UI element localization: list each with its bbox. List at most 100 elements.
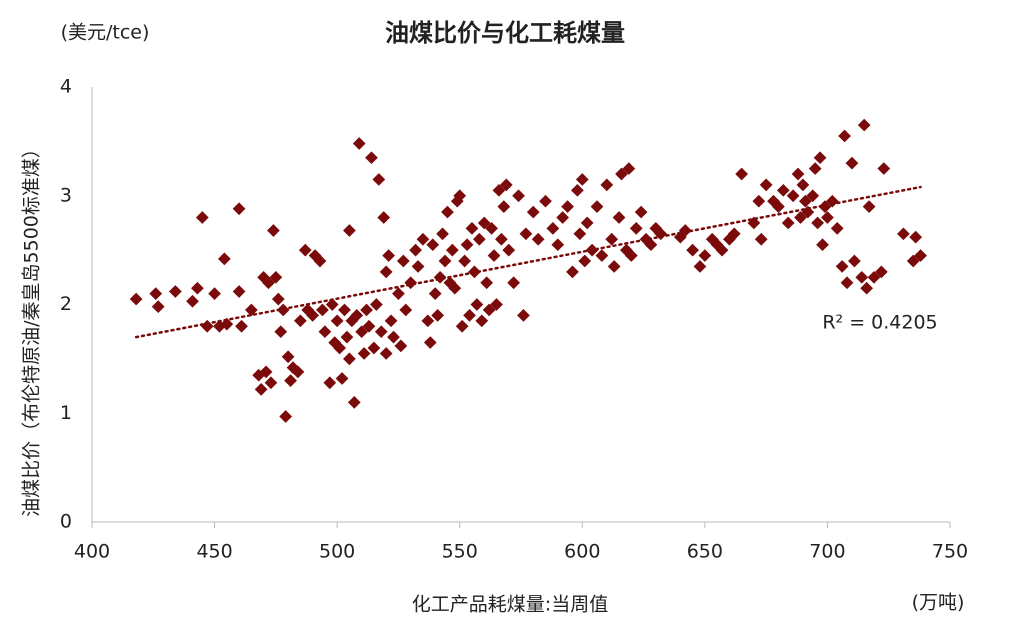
point (294, 314, 307, 328)
point (600, 178, 614, 192)
point (482, 303, 496, 317)
point (436, 227, 449, 241)
point (909, 230, 923, 244)
point (862, 200, 876, 213)
point (605, 232, 619, 246)
point (318, 325, 332, 339)
point (200, 319, 214, 333)
point (686, 243, 699, 257)
point (218, 252, 231, 266)
point (367, 341, 381, 355)
point (379, 347, 393, 360)
point (698, 249, 712, 262)
point (477, 216, 491, 230)
point (232, 202, 246, 216)
point (411, 260, 425, 273)
point (752, 194, 766, 208)
point (759, 178, 773, 192)
point (539, 194, 552, 208)
point (490, 298, 503, 311)
point (244, 303, 258, 317)
point (384, 314, 398, 328)
point (360, 303, 373, 317)
point (396, 254, 410, 268)
point (575, 173, 589, 186)
point (313, 254, 327, 268)
point (284, 374, 297, 387)
point (333, 341, 346, 355)
point (379, 265, 393, 279)
point (463, 309, 476, 322)
r-squared: R² = 0.4205 (822, 312, 937, 334)
point (365, 151, 378, 165)
point (480, 276, 494, 290)
point (377, 211, 391, 224)
point (475, 314, 489, 328)
y-tick-label: 0 (60, 511, 72, 533)
point (343, 352, 356, 366)
x-tick-label: 600 (564, 541, 600, 563)
point (186, 294, 199, 308)
chart-title: 油煤比价与化工耗煤量 (385, 19, 625, 47)
point (754, 232, 768, 246)
point (306, 309, 319, 322)
point (254, 382, 268, 396)
x-tick-label: 750 (932, 541, 968, 563)
x-tick-label: 700 (809, 541, 845, 563)
point (517, 309, 530, 322)
point (612, 211, 626, 224)
point (472, 232, 486, 246)
point (897, 227, 910, 241)
point (502, 243, 516, 257)
point (573, 227, 587, 241)
point (416, 232, 430, 246)
point (325, 298, 339, 311)
y-tick-label: 3 (60, 184, 72, 206)
point (465, 222, 479, 235)
point (259, 365, 273, 379)
point (274, 325, 288, 339)
point (835, 260, 849, 273)
point (352, 137, 366, 150)
point (431, 309, 445, 322)
point (235, 319, 248, 333)
point (370, 298, 383, 311)
point (151, 300, 165, 314)
y-tick-label: 2 (60, 293, 72, 315)
point (262, 276, 275, 290)
point (392, 287, 405, 300)
point (335, 372, 349, 385)
point (830, 222, 844, 235)
point (347, 396, 361, 409)
point (735, 167, 748, 181)
point (298, 243, 312, 257)
trendline (134, 185, 922, 339)
point (816, 238, 829, 252)
point (387, 330, 400, 344)
point (590, 200, 604, 213)
point (338, 303, 351, 317)
point (382, 249, 395, 262)
point (840, 276, 854, 290)
point (372, 173, 386, 186)
point (571, 183, 584, 197)
point (470, 298, 484, 311)
point (191, 281, 204, 295)
point (838, 129, 851, 143)
point (855, 270, 869, 284)
point (394, 339, 408, 353)
point (578, 254, 592, 268)
point (316, 303, 329, 317)
point (485, 222, 498, 235)
y-unit: (美元/tce) (61, 22, 150, 44)
y-tick-label: 4 (60, 76, 72, 98)
point (374, 325, 388, 339)
point (409, 243, 422, 257)
point (519, 227, 533, 241)
point (531, 232, 545, 246)
y-axis-label: 油煤比价（布伦特原油/秦皇岛5500标准煤） (21, 139, 43, 517)
point (634, 205, 648, 219)
point (629, 222, 643, 235)
point (551, 238, 565, 252)
